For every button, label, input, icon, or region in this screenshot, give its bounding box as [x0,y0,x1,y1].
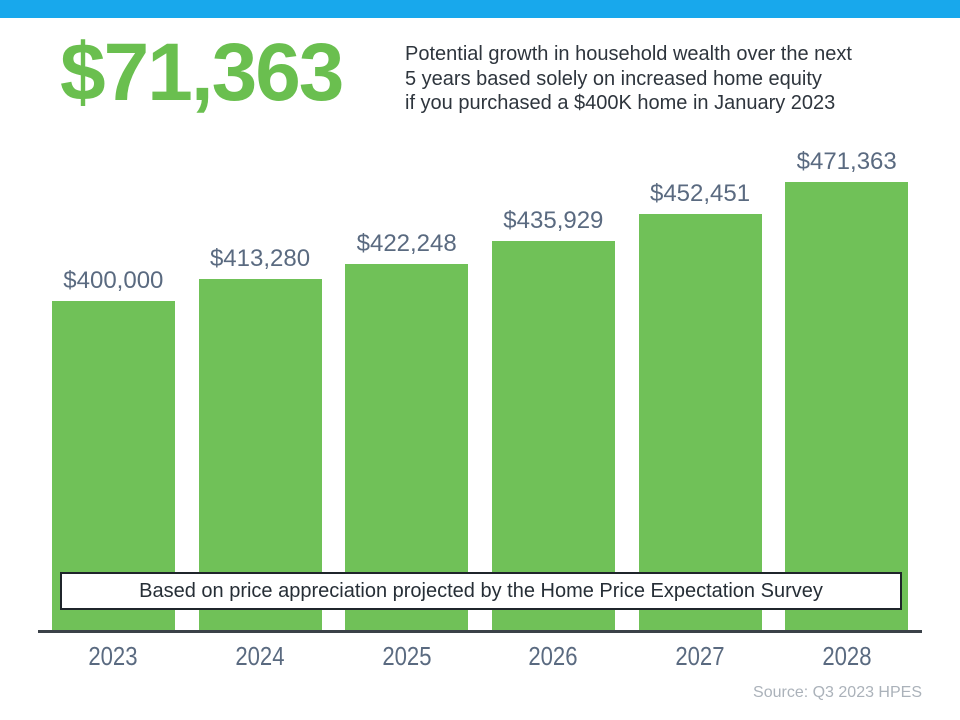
top-accent-strip [0,0,960,18]
description-line-1: Potential growth in household wealth ove… [405,43,852,65]
year-label: 2026 [528,641,578,671]
bar-value-label: $435,929 [503,207,604,234]
methodology-banner-text: Based on price appreciation projected by… [139,579,823,602]
bar-column: $471,363 [773,148,920,632]
year-label: 2025 [382,641,432,671]
bar-value-label: $400,000 [63,267,164,294]
headline-equity-value: $71,363 [60,27,344,118]
year-label: 2028 [822,641,872,671]
year-label: 2027 [675,641,725,671]
x-axis-labels: 2023 2024 2025 2026 2027 2028 [40,641,920,672]
bar-value-label: $422,248 [356,230,457,257]
methodology-banner: Based on price appreciation projected by… [60,572,902,610]
bar [638,214,762,632]
x-axis-line [38,630,922,633]
chart-description: Potential growth in household wealth ove… [405,42,852,116]
bar-column: $422,248 [333,230,480,632]
source-note: Source: Q3 2023 HPES [753,684,922,701]
bar-value-label: $413,280 [209,245,311,272]
bar-value-label: $471,363 [796,148,897,175]
bar-column: $452,451 [627,180,774,632]
bar [345,264,469,632]
year-label: 2023 [88,641,138,671]
bar [491,241,615,632]
bar-chart: $400,000 $413,280 $422,248 $435,929 $452,451… [40,148,920,632]
description-line-2: 5 years based solely on increased home e… [405,67,822,90]
year-label: 2024 [235,641,285,671]
bar [785,182,909,632]
bar-column: $435,929 [480,207,627,632]
bar-value-label: $452,451 [649,180,751,207]
description-line-3: if you purchased a $400K home in January… [405,92,836,115]
